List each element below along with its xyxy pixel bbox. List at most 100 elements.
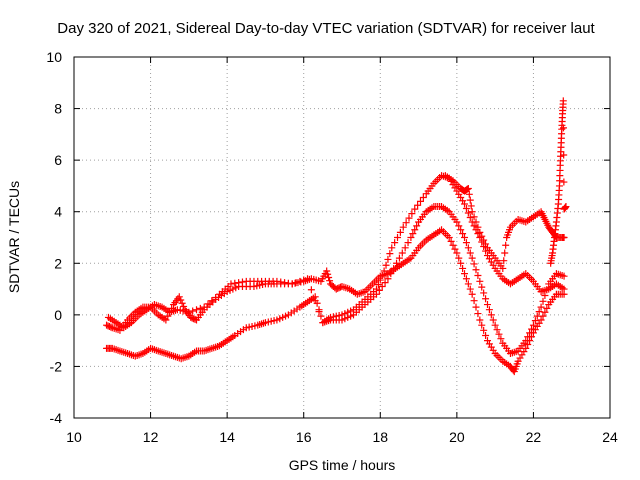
data-point: [391, 239, 399, 247]
series-track-lower: [103, 203, 568, 363]
data-point: [466, 214, 474, 222]
data-point: [413, 222, 421, 230]
data-point: [189, 307, 197, 315]
x-tick-label: 16: [296, 429, 312, 445]
data-point: [396, 228, 404, 236]
data-point: [407, 234, 415, 241]
data-point: [528, 325, 536, 333]
data-point: [560, 151, 568, 159]
data-point: [300, 276, 308, 284]
data-point: [465, 190, 473, 198]
data-point: [307, 286, 315, 294]
data-point: [196, 304, 204, 312]
data-point: [394, 234, 402, 241]
data-point: [323, 267, 331, 275]
data-point: [416, 197, 424, 205]
data-point: [455, 222, 463, 230]
data-point: [478, 321, 486, 329]
data-point: [537, 303, 545, 311]
data-point: [464, 209, 472, 217]
data-point: [482, 295, 490, 303]
x-tick-label: 14: [219, 429, 235, 445]
x-tick-label: 24: [602, 429, 618, 445]
data-point: [535, 308, 543, 316]
data-point: [178, 299, 186, 307]
data-point: [537, 316, 545, 324]
data-point: [468, 254, 476, 262]
series-track-late: [441, 172, 568, 272]
data-point: [317, 312, 325, 320]
chart-title: Day 320 of 2021, Sidereal Day-to-day VTE…: [57, 20, 595, 37]
data-point: [483, 301, 491, 309]
data-point: [304, 275, 312, 283]
data-point: [411, 226, 419, 234]
data-point: [382, 261, 390, 269]
data-point: [464, 244, 472, 252]
data-point: [405, 214, 413, 222]
series-track-peak: [104, 172, 568, 332]
data-point: [386, 250, 394, 258]
data-point: [414, 201, 422, 209]
data-point: [231, 279, 239, 287]
data-point: [543, 304, 551, 312]
data-point: [487, 311, 495, 319]
y-tick-label: -4: [50, 410, 63, 426]
data-point: [468, 290, 476, 298]
data-point: [162, 316, 170, 324]
y-tick-label: -2: [50, 358, 63, 374]
data-point: [559, 97, 567, 105]
data-point: [500, 257, 508, 265]
data-point: [466, 249, 474, 257]
data-point: [560, 272, 568, 280]
data-point: [485, 306, 493, 314]
x-tick-label: 12: [143, 429, 159, 445]
series-track-spike: [547, 97, 570, 267]
data-point: [541, 308, 549, 316]
data-point: [539, 297, 547, 305]
data-point: [464, 280, 472, 288]
data-point: [476, 316, 484, 324]
data-point: [384, 255, 392, 263]
data-point: [522, 337, 530, 345]
data-point: [497, 335, 505, 343]
data-point: [177, 296, 185, 304]
data-point: [453, 249, 461, 257]
data-point: [478, 283, 486, 291]
data-point: [526, 329, 534, 337]
plot-frame: [73, 56, 611, 419]
data-point: [462, 239, 470, 247]
data-point: [296, 277, 304, 285]
data-point: [395, 254, 403, 262]
data-point: [468, 208, 476, 216]
series-track-upper: [103, 226, 568, 376]
y-tick-label: 8: [54, 101, 62, 117]
data-point: [560, 178, 568, 186]
data-point: [470, 297, 478, 305]
data-point: [482, 331, 490, 339]
data-point: [411, 205, 419, 213]
data-point: [482, 240, 490, 248]
data-point: [457, 226, 465, 234]
data-point: [562, 203, 570, 211]
data-point: [524, 333, 532, 341]
data-point: [277, 278, 285, 286]
y-tick-labels: -4 -2 0 2 4 6 8 10: [46, 49, 62, 426]
data-point: [467, 202, 475, 210]
data-point: [273, 277, 281, 285]
data-point: [462, 275, 470, 283]
x-tick-label: 22: [526, 429, 542, 445]
data-point: [470, 213, 478, 221]
data-point: [499, 264, 507, 272]
data-point: [480, 326, 488, 334]
y-tick-label: 4: [54, 204, 62, 220]
data-point: [388, 244, 396, 252]
x-tick-labels: 10 12 14 16 18 20 22 24: [66, 429, 618, 445]
data-point: [380, 267, 388, 275]
data-point: [409, 230, 417, 238]
data-point: [378, 272, 386, 280]
data-point: [464, 185, 472, 193]
data-point: [193, 306, 201, 314]
data-point: [227, 280, 235, 288]
data-point: [559, 124, 567, 132]
